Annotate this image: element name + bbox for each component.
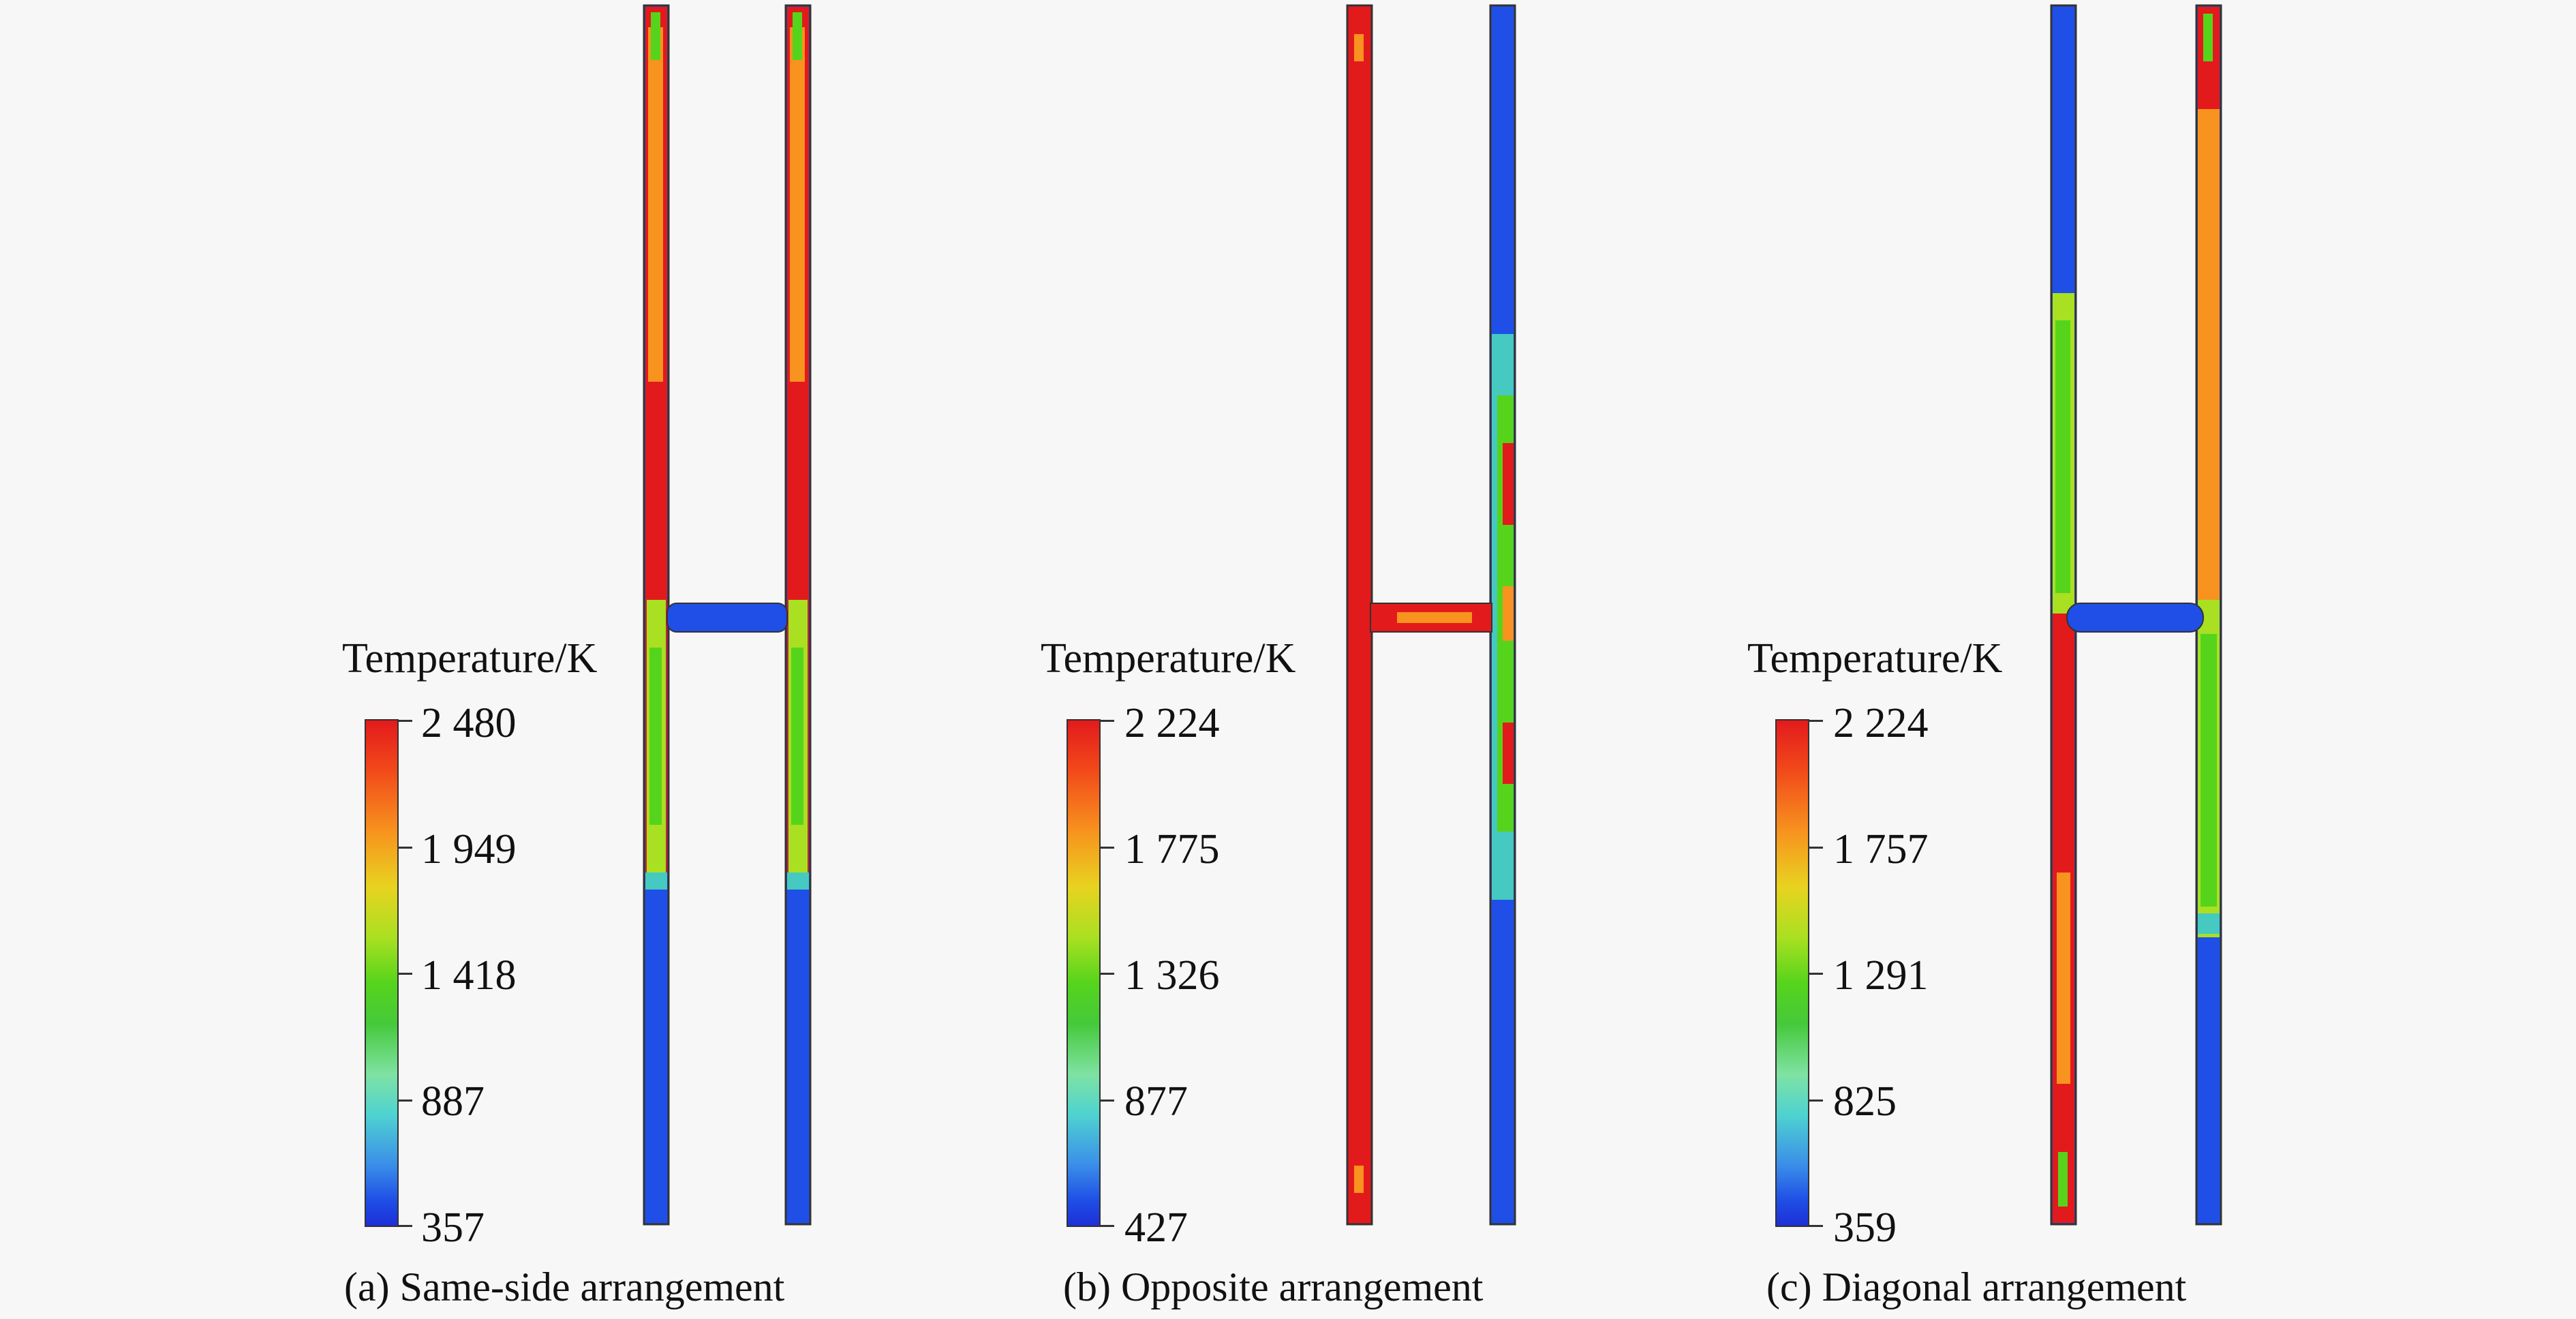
- temperature-colorbar: [365, 719, 399, 1227]
- right-tube-mixing-core: [791, 648, 803, 825]
- right-tube-warm-band: [790, 27, 805, 382]
- left-tube-mixing-core: [2055, 320, 2070, 593]
- tick-label: 1 326: [1124, 952, 1220, 999]
- temperature-colorbar: [1775, 719, 1809, 1227]
- right-tube-transition: [787, 873, 809, 890]
- tick-label-min: 359: [1833, 1204, 1897, 1251]
- tick-label-min: 427: [1124, 1204, 1188, 1251]
- tick-label-min: 357: [421, 1204, 485, 1251]
- tick-mark: [1101, 1225, 1114, 1227]
- left-tube-mixing-core: [649, 648, 662, 825]
- tick-mark: [399, 1100, 412, 1102]
- right-tube-hot-streak: [1503, 723, 1514, 784]
- right-tube-transition: [2198, 913, 2220, 934]
- left-tube-warm-spot-top: [1354, 34, 1364, 61]
- panel-caption: (c) Diagonal arrangement: [1766, 1264, 2187, 1309]
- tick-label: 1 775: [1124, 826, 1220, 873]
- panel-same-side: Temperature/K 2 480 1 949 1 418 887 357 …: [0, 0, 859, 1319]
- tick-mark: [1101, 973, 1114, 975]
- tick-mark: [1809, 720, 1823, 722]
- tick-mark: [1809, 1100, 1823, 1102]
- legend-title: Temperature/K: [1041, 635, 1296, 682]
- tick-mark: [1101, 720, 1114, 722]
- tick-label: 1 757: [1833, 826, 1929, 873]
- same-side-contour-diagram: [643, 4, 812, 1226]
- tick-mark: [399, 973, 412, 975]
- diagonal-contour-diagram: [2050, 4, 2222, 1226]
- left-tube-transition: [645, 873, 667, 890]
- left-tube-outline: [1346, 4, 1373, 1226]
- tick-label-max: 2 224: [1833, 700, 1929, 746]
- left-tube-warm-spot-bottom: [1354, 1166, 1364, 1193]
- tick-label-max: 2 480: [421, 700, 517, 746]
- tick-mark: [1809, 973, 1823, 975]
- left-tube-warm-band: [2057, 873, 2070, 1084]
- tick-mark: [1101, 1100, 1114, 1102]
- connector-channel: [666, 603, 788, 633]
- tick-label: 1 291: [1833, 952, 1929, 999]
- tick-label: 825: [1833, 1078, 1897, 1125]
- tick-label: 1 418: [421, 952, 517, 999]
- connector-warm-core: [1397, 612, 1472, 623]
- right-tube-hot-streak: [1503, 443, 1514, 525]
- panel-caption: (b) Opposite arrangement: [1063, 1264, 1484, 1309]
- tick-label-max: 2 224: [1124, 700, 1220, 746]
- connector-channel: [2066, 603, 2204, 633]
- tick-label: 887: [421, 1078, 485, 1125]
- opposite-contour-diagram: [1346, 4, 1516, 1226]
- left-tube-green-pocket: [651, 12, 660, 60]
- right-tube-hot-streak: [1503, 586, 1514, 641]
- tick-mark: [1809, 1225, 1823, 1227]
- left-tube-green-pocket: [2058, 1152, 2068, 1207]
- tick-mark: [399, 720, 412, 722]
- panel-opposite: Temperature/K 2 224 1 775 1 326 877 427 …: [859, 0, 1717, 1319]
- right-tube-mixing-core: [2201, 634, 2217, 907]
- tick-mark: [1101, 847, 1114, 849]
- tick-mark: [399, 847, 412, 849]
- tick-label: 1 949: [421, 826, 517, 873]
- tick-mark: [399, 1225, 412, 1227]
- temperature-colorbar: [1067, 719, 1101, 1227]
- tick-label: 877: [1124, 1078, 1188, 1125]
- tick-mark: [1809, 847, 1823, 849]
- panel-caption: (a) Same-side arrangement: [344, 1264, 785, 1309]
- left-tube-warm-band: [648, 27, 663, 382]
- right-tube-green-pocket: [2203, 14, 2213, 61]
- panel-diagonal: Temperature/K 2 224 1 757 1 291 825 359 …: [1717, 0, 2576, 1319]
- legend-title: Temperature/K: [1747, 635, 2003, 682]
- legend-title: Temperature/K: [342, 635, 598, 682]
- right-tube-green-pocket: [793, 12, 802, 60]
